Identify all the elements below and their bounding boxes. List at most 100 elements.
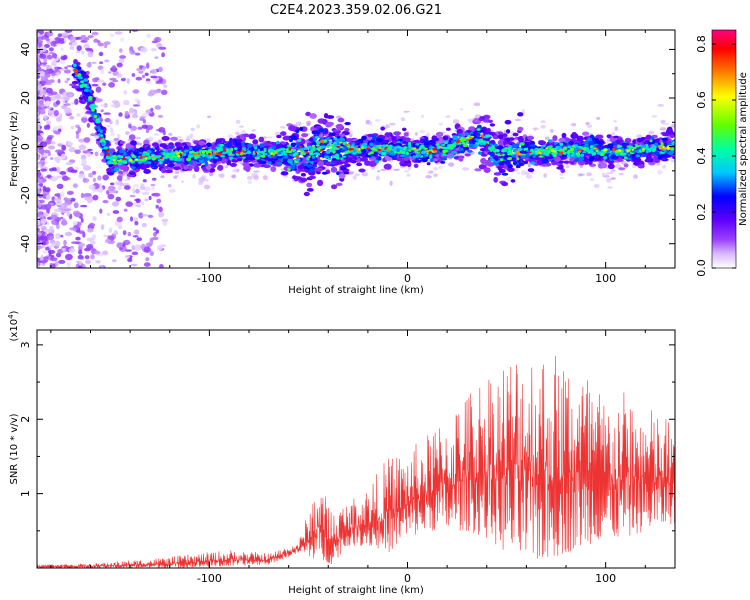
spectrogram-cell — [214, 156, 219, 159]
spectrogram-cell — [426, 132, 431, 138]
spectrogram-cell — [87, 200, 92, 204]
spectrogram-cell — [525, 174, 533, 179]
spectrogram-cell — [137, 142, 143, 146]
spectrogram-cell — [150, 48, 157, 52]
spectrogram-cell — [174, 169, 180, 175]
spectrogram-cell — [49, 168, 54, 172]
spectrogram-cell — [40, 218, 47, 224]
spectrogram-cell — [39, 53, 47, 59]
spectrogram-cell — [81, 158, 87, 165]
spectrogram-cell — [53, 130, 60, 135]
spectrogram-cell — [578, 160, 585, 166]
spectrogram-cell — [109, 33, 115, 37]
spectrogram-cell — [561, 132, 567, 139]
spectrogram-cell — [247, 180, 252, 184]
spectrogram-cell — [296, 142, 300, 146]
spectrogram-cell — [40, 168, 47, 172]
spectrogram-cell — [45, 38, 50, 41]
spectrogram-cell — [45, 120, 52, 126]
spectrogram-cell — [60, 47, 64, 51]
spectrogram-cell — [147, 161, 152, 165]
spectrogram-cell — [51, 72, 56, 77]
spectrogram-cell — [157, 114, 164, 118]
spectrogram-cell — [132, 188, 136, 194]
spectrogram-cell — [507, 167, 515, 172]
spectrogram-cell — [122, 230, 127, 236]
spectrogram-cell — [378, 150, 383, 154]
spectrogram-cell — [450, 150, 458, 154]
spectrogram-cell — [375, 160, 379, 164]
spectrogram-cell — [648, 130, 655, 135]
spectrogram-cell — [150, 183, 156, 187]
spectrogram-cell — [613, 120, 617, 123]
spectrogram-cell — [119, 247, 123, 251]
spectrogram-cell — [321, 171, 328, 175]
spectrogram-cell — [415, 159, 422, 163]
spectrogram-cell — [569, 147, 575, 152]
spectrogram-cell — [300, 172, 306, 177]
spectrogram-cell — [663, 122, 670, 126]
spectrogram-cell — [328, 133, 334, 136]
spectrogram-cell — [241, 130, 246, 135]
spectrogram-cell — [605, 172, 610, 176]
spectrogram-cell — [276, 143, 281, 148]
spectrogram-cell — [183, 165, 188, 170]
spectrogram-cell — [193, 165, 200, 172]
spectrogram-cell — [53, 198, 62, 201]
spectrogram-cell — [494, 143, 498, 147]
spectrogram-cell — [185, 137, 191, 142]
spectrogram-cell — [282, 135, 291, 141]
spectrogram-cell — [60, 216, 64, 220]
spectrogram-cell — [403, 132, 409, 137]
spectrogram-cell — [520, 170, 527, 176]
spectrogram-cell — [276, 134, 282, 139]
spectrogram-cell — [49, 257, 58, 262]
spectrogram-cell — [54, 193, 62, 197]
spectrogram-cell — [344, 121, 351, 126]
spectrogram-cell — [115, 119, 119, 126]
spectrogram-cell — [78, 138, 86, 143]
spectrogram-cell — [203, 184, 211, 190]
spectrogram-cell — [529, 144, 536, 148]
spectrogram-cell — [92, 177, 96, 183]
spectrogram-cell — [649, 139, 653, 143]
spectrogram-cell — [78, 242, 85, 247]
spectrogram-cell — [515, 118, 521, 122]
spectrogram-cell — [113, 137, 120, 142]
spectrogram-cell — [493, 172, 502, 176]
spectrogram-cell — [243, 133, 250, 138]
spectrogram-cell — [660, 142, 664, 146]
spectrogram-cell — [137, 126, 143, 130]
spectrogram-cell — [403, 137, 411, 142]
spectrogram-cell — [158, 46, 167, 50]
spectrogram-cell — [476, 128, 481, 131]
spectrogram-cell — [406, 173, 411, 177]
spectrogram-cell — [176, 161, 183, 164]
spectrogram-cell — [37, 230, 40, 233]
spectrogram-cell — [321, 145, 327, 149]
spectrogram-cell — [63, 69, 71, 74]
spectrogram-cell — [45, 87, 53, 94]
spectrogram-cell — [130, 125, 137, 131]
spectrogram-cell — [354, 173, 361, 176]
spectrogram-cell — [127, 232, 132, 237]
spectrogram-cell — [129, 162, 135, 167]
spectrogram-cell — [119, 48, 123, 53]
spectrogram-cell — [40, 149, 45, 156]
spectrogram-cell — [497, 131, 504, 135]
spectrogram-cell — [59, 171, 67, 175]
spectrogram-cell — [107, 185, 116, 192]
spectrogram-cell — [490, 139, 496, 144]
spectrogram-cell — [441, 143, 446, 146]
spectrogram-cell — [227, 134, 234, 139]
spectrogram-cell — [483, 167, 491, 174]
spectrogram-cell — [205, 179, 209, 182]
spectrogram-cell — [52, 126, 59, 131]
spectrogram-cell — [458, 147, 465, 151]
spectrogram-cell — [131, 114, 139, 119]
spectrogram-cell — [356, 162, 363, 167]
spectrogram-cell — [107, 235, 111, 241]
spectrogram-cell — [433, 173, 438, 177]
spectrogram-cell — [43, 228, 51, 233]
spectrogram-cell — [82, 178, 90, 183]
